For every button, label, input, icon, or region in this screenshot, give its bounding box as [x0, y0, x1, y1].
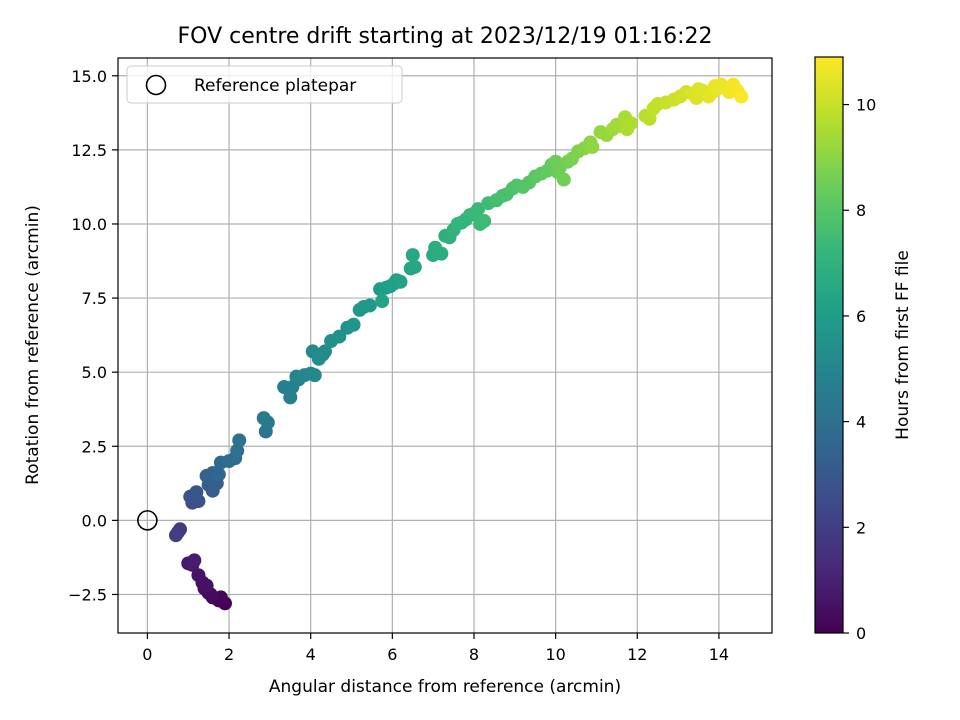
data-point: [346, 317, 361, 332]
colorbar-gradient: [815, 57, 843, 633]
data-point: [556, 172, 571, 187]
data-point: [477, 214, 492, 229]
plot-frame: [117, 57, 773, 634]
data-point: [232, 433, 247, 448]
legend-entry-reference: Reference platepar: [194, 76, 356, 96]
data-point: [199, 578, 214, 593]
x-tick-label: 14: [709, 645, 729, 664]
x-tick-label: 6: [387, 645, 397, 664]
chart-title: FOV centre drift starting at 2023/12/19 …: [178, 24, 713, 49]
x-tick-label: 4: [306, 645, 316, 664]
y-tick-label: 0.0: [82, 511, 107, 530]
colorbar-tick-label: 0: [856, 624, 866, 643]
data-point: [187, 553, 202, 568]
data-point: [624, 116, 639, 131]
colorbar-label: Hours from first FF file: [893, 250, 913, 440]
legend: Reference platepar: [126, 65, 403, 104]
data-point: [707, 79, 722, 94]
x-tick-label: 12: [627, 645, 647, 664]
y-tick-label: −2.5: [68, 585, 107, 604]
colorbar-ticks: 0 2 4 6 8 10: [843, 96, 876, 643]
y-axis-label: Rotation from reference (arcmin): [23, 205, 43, 485]
legend-box: [126, 65, 403, 104]
data-point: [256, 411, 271, 426]
colorbar-tick-label: 4: [856, 413, 866, 432]
data-point: [585, 139, 600, 154]
x-tick-label: 0: [142, 645, 152, 664]
x-axis-ticks: 0 2 4 6 8 10 12 14: [142, 633, 729, 664]
y-axis-ticks: −2.5 0.0 2.5 5.0 7.5 10.0 12.5 15.0: [68, 67, 118, 604]
data-point: [362, 298, 377, 313]
y-tick-label: 2.5: [82, 437, 107, 456]
legend-marker: [145, 74, 167, 96]
data-point: [189, 485, 204, 500]
data-point: [407, 259, 422, 274]
y-tick-label: 5.0: [82, 363, 107, 382]
data-point: [734, 89, 749, 104]
reference-point-marker: [137, 510, 158, 531]
colorbar-tick-label: 6: [856, 307, 866, 326]
data-point: [307, 368, 322, 383]
data-point: [211, 467, 226, 482]
data-point: [191, 568, 206, 583]
data-point: [393, 274, 408, 289]
y-tick-label: 15.0: [71, 67, 107, 86]
data-point: [689, 91, 704, 106]
grid-lines: [118, 58, 772, 633]
data-point: [375, 294, 390, 309]
x-tick-label: 10: [545, 645, 565, 664]
data-point: [283, 390, 298, 405]
colorbar-frame: [814, 56, 844, 634]
data-point: [168, 528, 183, 543]
x-tick-label: 8: [469, 645, 479, 664]
plot-area: [118, 58, 772, 633]
data-point: [471, 202, 486, 217]
data-point: [311, 351, 326, 366]
data-point: [405, 248, 420, 263]
y-tick-label: 10.0: [71, 215, 107, 234]
colorbar-tick-label: 8: [856, 201, 866, 220]
data-point: [434, 246, 449, 261]
y-tick-label: 12.5: [71, 141, 107, 160]
colorbar-tick-label: 2: [856, 518, 866, 537]
data-point: [332, 329, 347, 344]
scatter-points: [168, 77, 749, 611]
colorbar-tick-label: 10: [856, 96, 876, 115]
x-axis-label: Angular distance from reference (arcmin): [269, 677, 621, 697]
x-tick-label: 2: [224, 645, 234, 664]
data-point: [230, 443, 245, 458]
y-tick-label: 7.5: [82, 289, 107, 308]
colorbar: 0 2 4 6 8 10 Hours from first FF file: [814, 56, 913, 643]
